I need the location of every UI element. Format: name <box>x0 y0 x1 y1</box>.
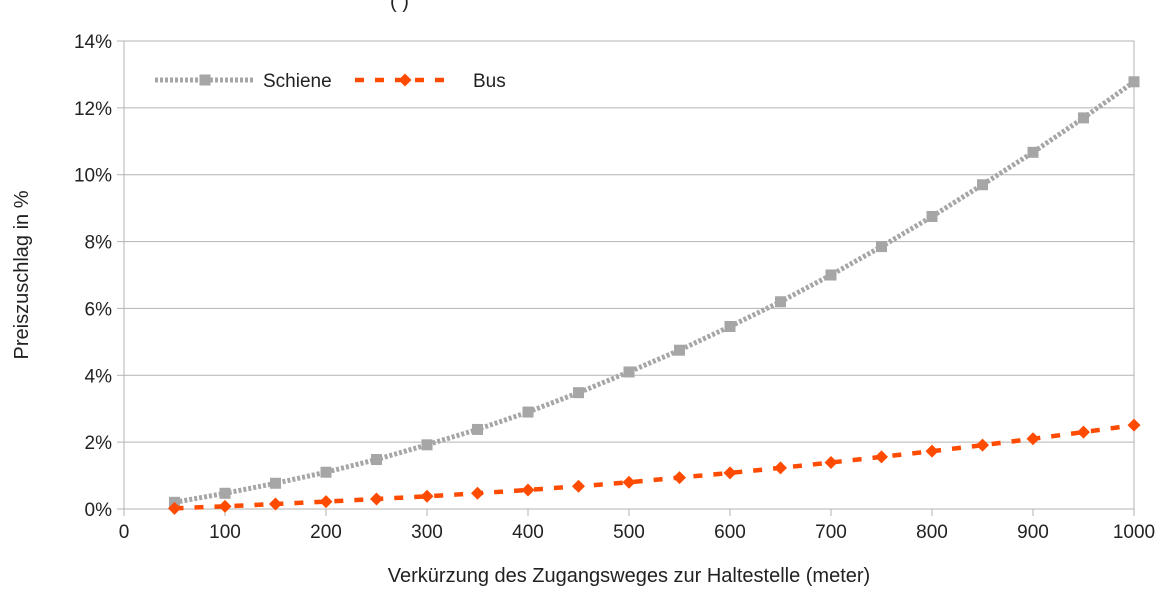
legend-marker-schiene <box>199 74 211 86</box>
y-tick-label: 6% <box>85 299 113 320</box>
y-tick-label: 2% <box>85 433 113 454</box>
x-axis-title: Verkürzung des Zugangsweges zur Halteste… <box>388 565 870 587</box>
x-tick-label: 300 <box>411 522 443 543</box>
x-tick-label: 900 <box>1017 522 1049 543</box>
legend-label-bus: Bus <box>473 71 506 92</box>
series-layer <box>168 76 1141 515</box>
y-tick-label: 4% <box>85 366 113 387</box>
data-point-bus <box>218 499 232 513</box>
data-point-bus <box>976 438 989 452</box>
y-tick-label: 8% <box>85 233 113 254</box>
y-tick-label: 12% <box>74 99 112 120</box>
data-point-bus <box>723 466 737 480</box>
y-tick-label: 10% <box>74 166 112 187</box>
x-tick-label: 600 <box>714 522 746 543</box>
data-point-bus <box>622 475 636 489</box>
y-tick-label: 0% <box>85 500 113 521</box>
data-point-bus <box>1127 418 1141 432</box>
x-tick-label: 200 <box>310 522 342 543</box>
data-point-bus <box>521 483 535 497</box>
x-tick-label: 700 <box>815 522 847 543</box>
axes: 0% 2% 4% 6% 8% 10% 12% 14% 0 100 200 300 400 500 600 70… <box>74 32 1155 543</box>
legend-marker-bus <box>398 73 412 87</box>
data-point-bus <box>168 501 181 515</box>
data-point-schiene <box>219 487 231 499</box>
x-tick-label: 1000 <box>1113 522 1155 543</box>
chart-title-fragment: ( ) <box>390 0 409 13</box>
data-point-bus <box>420 489 434 503</box>
data-point-schiene <box>977 179 988 191</box>
legend: Schiene Bus <box>155 71 506 92</box>
x-tick-label: 400 <box>512 522 544 543</box>
data-point-bus <box>269 497 282 511</box>
data-point-schiene <box>926 211 938 222</box>
data-point-schiene <box>775 296 786 308</box>
data-point-schiene <box>522 406 534 418</box>
x-tick-label: 500 <box>613 522 645 543</box>
series-line-bus <box>174 422 1135 511</box>
data-point-schiene <box>421 439 433 451</box>
data-point-bus <box>925 444 939 458</box>
data-point-bus <box>572 479 585 493</box>
data-point-bus <box>1026 432 1040 446</box>
data-point-bus <box>774 461 787 475</box>
data-point-schiene <box>876 241 887 253</box>
series-line-schiene <box>174 79 1136 505</box>
data-point-schiene <box>825 269 837 281</box>
data-point-bus <box>319 495 333 509</box>
data-point-bus <box>1077 425 1090 439</box>
data-point-bus <box>370 492 383 506</box>
data-point-schiene <box>270 477 281 489</box>
data-point-schiene <box>1027 146 1039 158</box>
y-axis-title: Preiszuschlag in % <box>11 190 33 359</box>
data-point-bus <box>673 471 686 485</box>
data-point-schiene <box>573 387 584 399</box>
data-point-schiene <box>1128 76 1140 88</box>
data-point-bus <box>824 456 838 470</box>
data-point-bus <box>471 486 484 500</box>
data-point-schiene <box>1078 112 1089 124</box>
legend-label-schiene: Schiene <box>263 71 332 92</box>
x-tick-label: 800 <box>916 522 948 543</box>
data-point-schiene <box>320 466 332 478</box>
y-tick-label: 14% <box>74 32 112 53</box>
data-point-bus <box>875 450 888 464</box>
data-point-schiene <box>674 344 685 356</box>
data-point-schiene <box>371 454 382 466</box>
data-point-schiene <box>472 423 483 435</box>
x-tick-label: 100 <box>209 522 241 543</box>
data-point-schiene <box>623 366 635 378</box>
x-tick-label: 0 <box>119 522 130 543</box>
data-point-schiene <box>724 320 736 332</box>
